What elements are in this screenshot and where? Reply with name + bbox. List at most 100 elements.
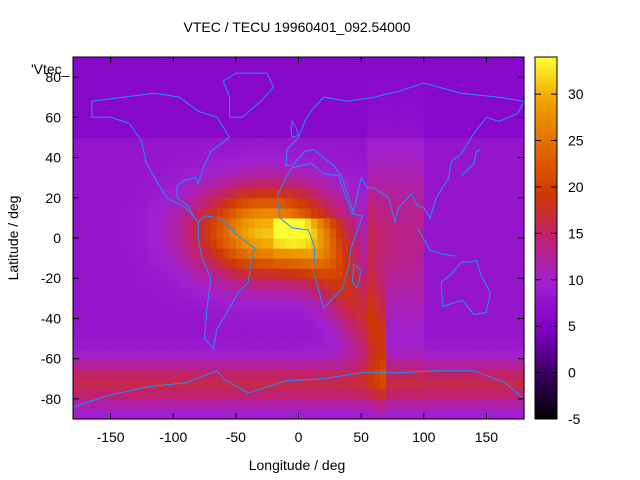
heat-cell [235, 147, 243, 159]
heat-cell [336, 117, 343, 128]
heat-cell [411, 348, 419, 360]
heat-cell [123, 398, 130, 410]
heat-cell [148, 338, 156, 350]
heat-cell [91, 338, 99, 350]
heat-cell [116, 187, 124, 199]
heat-cell [373, 268, 381, 279]
heat-cell [411, 268, 419, 279]
heat-cell [442, 358, 450, 370]
heat-cell [498, 217, 506, 229]
heat-cell [392, 227, 400, 239]
heat-cell [79, 358, 87, 370]
heat-cell [311, 57, 318, 68]
heat-cell [104, 127, 112, 139]
heat-cell [467, 298, 475, 309]
heat-cell [467, 67, 475, 78]
heat-cell [204, 338, 212, 350]
heat-cell [91, 77, 99, 88]
heat-cell [304, 358, 312, 370]
heat-cell [273, 328, 281, 340]
heat-cell [79, 77, 87, 88]
heat-cell [373, 147, 381, 159]
heat-cell [267, 288, 275, 299]
heat-cell [235, 298, 243, 309]
heat-cell [148, 378, 156, 390]
heat-cell [498, 77, 506, 88]
heat-cell [210, 368, 218, 380]
heat-cell [436, 87, 444, 98]
heat-cell [285, 117, 293, 128]
heat-cell [486, 398, 494, 410]
heat-cell [361, 278, 369, 289]
heat-cell [166, 217, 174, 229]
heat-cell [448, 87, 456, 98]
heat-cell [210, 87, 218, 98]
heat-cell [298, 238, 306, 249]
heat-cell [141, 348, 149, 360]
heat-cell [417, 308, 425, 320]
heat-cell [79, 207, 87, 219]
heat-cell [210, 137, 218, 149]
heat-cell [98, 147, 105, 159]
heat-cell [480, 127, 488, 139]
heat-cell [436, 127, 444, 139]
heat-cell [336, 378, 343, 390]
heat-cell [492, 197, 500, 209]
heat-cell [311, 368, 318, 380]
heat-cell [329, 368, 337, 380]
heat-cell [480, 187, 488, 199]
heat-cell [223, 358, 231, 370]
heat-cell [423, 368, 431, 380]
heat-cell [498, 348, 506, 360]
heat-cell [436, 318, 444, 330]
heat-cell [455, 358, 462, 370]
heat-cell [198, 177, 206, 189]
heat-cell [279, 398, 287, 410]
heat-cell [404, 408, 412, 420]
heat-cell [185, 137, 193, 149]
heat-cell [473, 398, 481, 410]
heat-cell [154, 358, 162, 370]
heat-cell [141, 278, 149, 289]
heat-cell [442, 298, 450, 309]
heat-cell [192, 308, 199, 320]
heat-cell [204, 127, 212, 139]
heat-cell [173, 328, 181, 340]
heat-cell [323, 137, 331, 149]
heat-cell [242, 368, 249, 380]
heat-cell [223, 177, 231, 189]
heat-cell [198, 207, 206, 219]
heat-cell [323, 157, 331, 169]
heat-cell [141, 77, 149, 88]
heat-cell [467, 338, 475, 350]
heat-cell [361, 328, 369, 340]
heat-cell [455, 258, 462, 269]
heat-cell [342, 348, 350, 360]
heat-cell [498, 127, 506, 139]
heat-cell [379, 197, 387, 209]
heat-cell [223, 278, 231, 289]
heat-cell [135, 238, 143, 249]
heat-cell [129, 137, 137, 149]
heat-cell [85, 127, 93, 139]
heat-cell [260, 157, 268, 169]
heat-cell [304, 388, 312, 400]
heat-cell [192, 288, 199, 299]
heat-cell [423, 258, 431, 269]
heat-cell [229, 298, 237, 309]
heat-cell [298, 378, 306, 390]
heat-cell [304, 248, 312, 259]
heat-cell [423, 388, 431, 400]
heat-cell [373, 408, 381, 420]
heat-cell [342, 408, 350, 420]
heat-cell [198, 348, 206, 360]
heat-cell [73, 238, 80, 249]
heat-cell [210, 77, 218, 88]
heat-cell [411, 167, 419, 179]
heat-cell [185, 207, 193, 219]
heat-cell [110, 207, 118, 219]
heat-cell [317, 288, 325, 299]
heat-cell [430, 248, 437, 259]
heat-cell [260, 268, 268, 279]
heat-cell [254, 328, 262, 340]
